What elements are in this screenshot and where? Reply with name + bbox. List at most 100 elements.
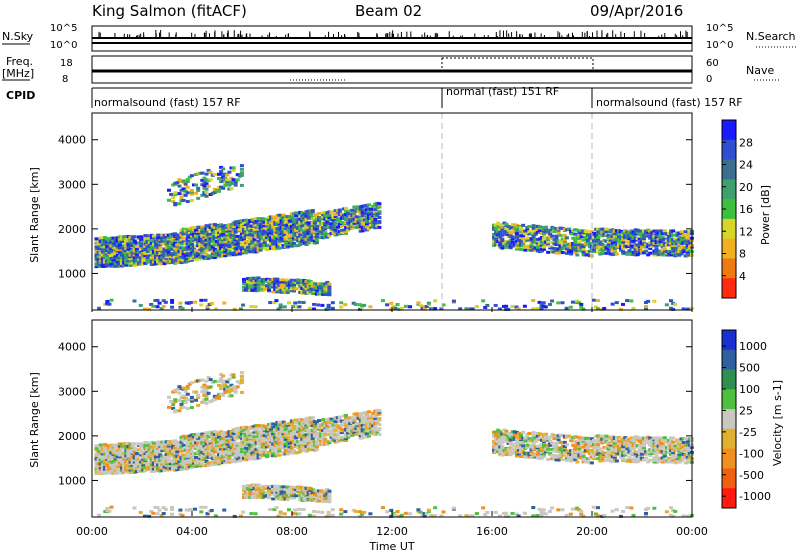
echo-cell <box>271 242 276 246</box>
echo-cell <box>171 444 175 448</box>
echo-cell <box>302 281 307 285</box>
echo-cell <box>567 247 571 251</box>
echo-cell <box>283 217 288 221</box>
echo-cell <box>262 427 267 431</box>
echo-cell <box>109 244 114 248</box>
echo-cell <box>120 237 124 241</box>
echo-cell <box>348 215 353 219</box>
echo-cell <box>256 424 261 428</box>
echo-cell <box>244 222 249 226</box>
echo-cell <box>492 430 496 434</box>
echo-cell <box>177 253 182 257</box>
echo-cell <box>498 223 503 227</box>
echo-cell <box>354 215 359 219</box>
echo-cell <box>244 438 249 442</box>
echo-cell <box>317 425 321 429</box>
echo-cell <box>354 427 359 431</box>
echo-cell <box>246 489 251 493</box>
echo-cell <box>192 228 196 232</box>
echo-cell <box>223 447 228 451</box>
echo-cell <box>281 222 286 226</box>
echo-cell <box>629 238 634 242</box>
echo-cell <box>100 255 105 259</box>
echo-cell <box>339 228 344 232</box>
echo-cell <box>294 451 299 455</box>
echo-cell <box>296 217 301 221</box>
echo-cell <box>248 457 253 461</box>
echo-cell <box>502 230 507 234</box>
echo-cell <box>206 463 211 467</box>
echo-cell <box>210 234 215 238</box>
echo-cell <box>181 246 186 250</box>
echo-cell <box>621 250 626 254</box>
echo-cell <box>267 281 271 285</box>
echo-cell <box>209 301 214 305</box>
echo-cell <box>371 224 376 228</box>
echo-cell <box>192 441 196 445</box>
echo-cell <box>496 428 501 432</box>
echo-cell <box>264 450 269 454</box>
echo-cell <box>183 396 188 400</box>
echo-cell <box>669 239 674 243</box>
echo-cell <box>329 222 334 226</box>
echo-cell <box>137 464 141 468</box>
echo-cell <box>204 442 209 446</box>
echo-cell <box>204 450 209 454</box>
echo-cell <box>181 198 186 202</box>
echo-cell <box>267 439 271 443</box>
echo-cell <box>231 445 236 449</box>
echo-cell <box>337 224 342 228</box>
echo-cell <box>162 262 167 266</box>
echo-cell <box>252 448 257 452</box>
echo-cell <box>254 225 259 229</box>
echo-cell <box>217 444 221 448</box>
echo-cell <box>210 441 215 445</box>
echo-cell <box>166 452 171 456</box>
echo-cell <box>610 235 615 239</box>
echo-cell <box>111 451 116 455</box>
echo-cell <box>500 446 505 450</box>
echo-cell <box>168 463 173 467</box>
echo-cell <box>145 240 150 244</box>
echo-cell <box>348 217 353 221</box>
echo-cell <box>233 253 238 257</box>
echo-cell <box>130 460 135 464</box>
echo-cell <box>617 242 621 246</box>
echo-cell <box>498 240 503 244</box>
echo-cell <box>134 241 139 245</box>
echo-cell <box>179 402 184 406</box>
echo-cell <box>185 392 190 396</box>
echo-cell <box>277 453 282 457</box>
echo-cell <box>210 256 215 260</box>
echo-cell <box>223 250 228 254</box>
echo-cell <box>325 442 330 446</box>
echo-cell <box>281 438 286 442</box>
echo-cell <box>304 491 309 495</box>
echo-cell <box>204 187 209 191</box>
echo-cell <box>606 244 611 248</box>
echo-cell <box>333 438 338 442</box>
echo-cell <box>623 246 628 250</box>
echo-cell <box>380 299 385 303</box>
echo-cell <box>335 432 340 436</box>
echo-cell <box>277 230 282 234</box>
echo-cell <box>242 227 246 231</box>
echo-cell <box>239 239 244 243</box>
echo-cell <box>262 494 267 498</box>
echo-cell <box>654 249 659 253</box>
echo-cell <box>327 429 332 433</box>
echo-cell <box>289 219 294 223</box>
echo-cell <box>208 241 213 245</box>
colorbar-swatch <box>722 120 736 141</box>
echo-cell <box>204 463 209 467</box>
echo-cell <box>147 246 152 250</box>
echo-cell <box>204 243 209 247</box>
echo-cell <box>254 451 259 455</box>
echo-cell <box>558 245 563 249</box>
echo-cell <box>210 458 215 462</box>
echo-cell <box>275 488 280 492</box>
echo-cell <box>147 238 152 242</box>
echo-cell <box>183 465 188 469</box>
echo-cell <box>269 284 274 288</box>
echo-cell <box>300 236 305 240</box>
